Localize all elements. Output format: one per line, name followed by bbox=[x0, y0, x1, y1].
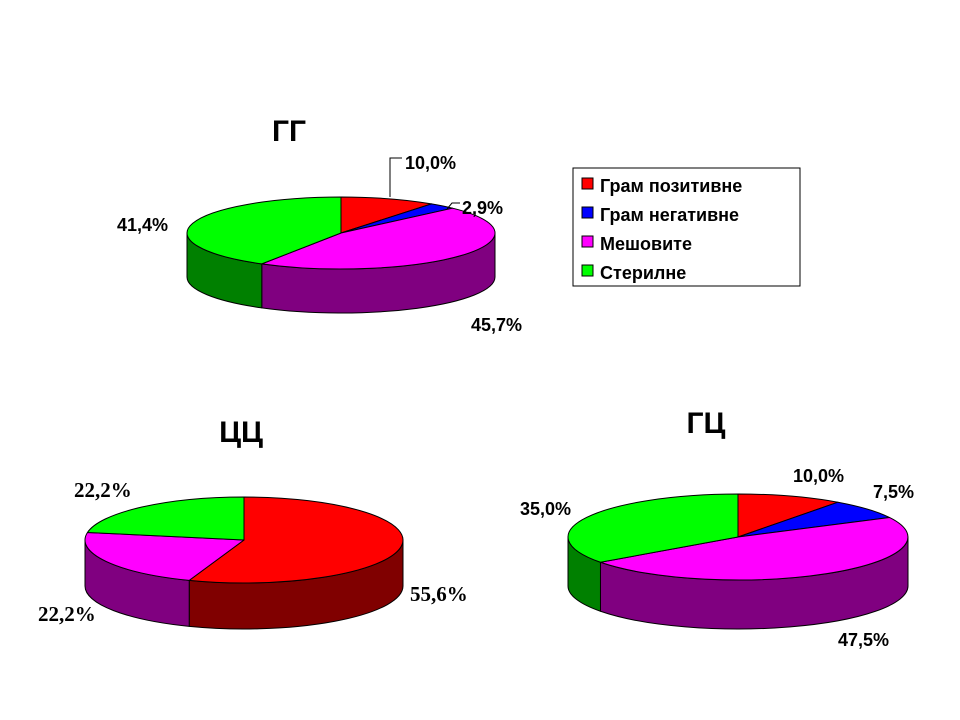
legend-item-gram-positive: Грам позитивне bbox=[581, 176, 742, 196]
legend-swatch-mixed bbox=[581, 235, 594, 248]
data-label-gg-gram-negative: 2,9% bbox=[462, 198, 503, 218]
pie-slice-cc-стерилне bbox=[86, 496, 245, 541]
chart-title-cc: ЦЦ bbox=[219, 416, 263, 449]
data-label-gc-gram-negative: 7,5% bbox=[873, 482, 914, 502]
legend-swatch-gram-negative bbox=[581, 206, 594, 219]
pie-slice-gc-стерилне bbox=[567, 493, 739, 563]
pie-slice-cc-мешовите bbox=[84, 531, 245, 581]
data-label-gc-gram-positive: 10,0% bbox=[793, 466, 844, 486]
pie-chart-gg: ГГ 10,0% 2,9% 45,7% 41,4% bbox=[117, 115, 522, 335]
pie-slice-gc-грам-позитивне bbox=[737, 493, 839, 538]
data-label-cc-gram-positive: 55,6% bbox=[410, 582, 468, 606]
data-label-gg-sterile: 41,4% bbox=[117, 215, 168, 235]
pie-body-gc bbox=[567, 493, 909, 630]
chart-title-gg: ГГ bbox=[272, 115, 306, 148]
legend: Грам позитивне Грам негативне Мешовите С… bbox=[572, 167, 801, 287]
pie-slice-gc-мешовите bbox=[599, 516, 909, 581]
data-label-gc-sterile: 35,0% bbox=[520, 499, 571, 519]
legend-label-sterile: Стерилне bbox=[600, 263, 686, 283]
legend-label-gram-positive: Грам позитивне bbox=[600, 176, 742, 196]
data-label-cc-mixed: 22,2% bbox=[38, 602, 96, 626]
pie-slice-gg-мешовите bbox=[261, 207, 496, 270]
legend-item-sterile: Стерилне bbox=[581, 263, 686, 283]
legend-swatch-gram-positive bbox=[581, 177, 594, 190]
legend-item-gram-negative: Грам негативне bbox=[581, 205, 739, 225]
leader-line-gg-gram-negative bbox=[446, 202, 460, 210]
legend-label-gram-negative: Грам негативне bbox=[600, 205, 739, 225]
data-label-gg-mixed: 45,7% bbox=[471, 315, 522, 335]
data-label-gc-mixed: 47,5% bbox=[838, 630, 889, 650]
pie-chart-cc: ЦЦ 55,6% 22,2% 22,2% bbox=[38, 416, 468, 630]
data-label-cc-sterile: 22,2% bbox=[74, 478, 132, 502]
pie-body-cc bbox=[84, 496, 404, 630]
pie-slice-cc-грам-позитивне bbox=[188, 496, 404, 584]
legend-label-mixed: Мешовите bbox=[600, 234, 692, 254]
pie-slice-gg-грам-позитивне bbox=[340, 196, 433, 234]
pie-slice-gg-стерилне bbox=[186, 196, 342, 265]
legend-item-mixed: Мешовите bbox=[581, 234, 692, 254]
data-label-gg-gram-positive: 10,0% bbox=[405, 153, 456, 173]
legend-swatch-sterile bbox=[581, 264, 594, 277]
leader-line-gg-gram-positive bbox=[389, 157, 402, 197]
pie-body-gg bbox=[186, 196, 496, 314]
pie-chart-gc: ГЦ 10,0% 7,5% 47,5% 35,0% bbox=[520, 407, 914, 650]
legend-box bbox=[572, 167, 801, 287]
chart-title-gc: ГЦ bbox=[687, 407, 726, 440]
